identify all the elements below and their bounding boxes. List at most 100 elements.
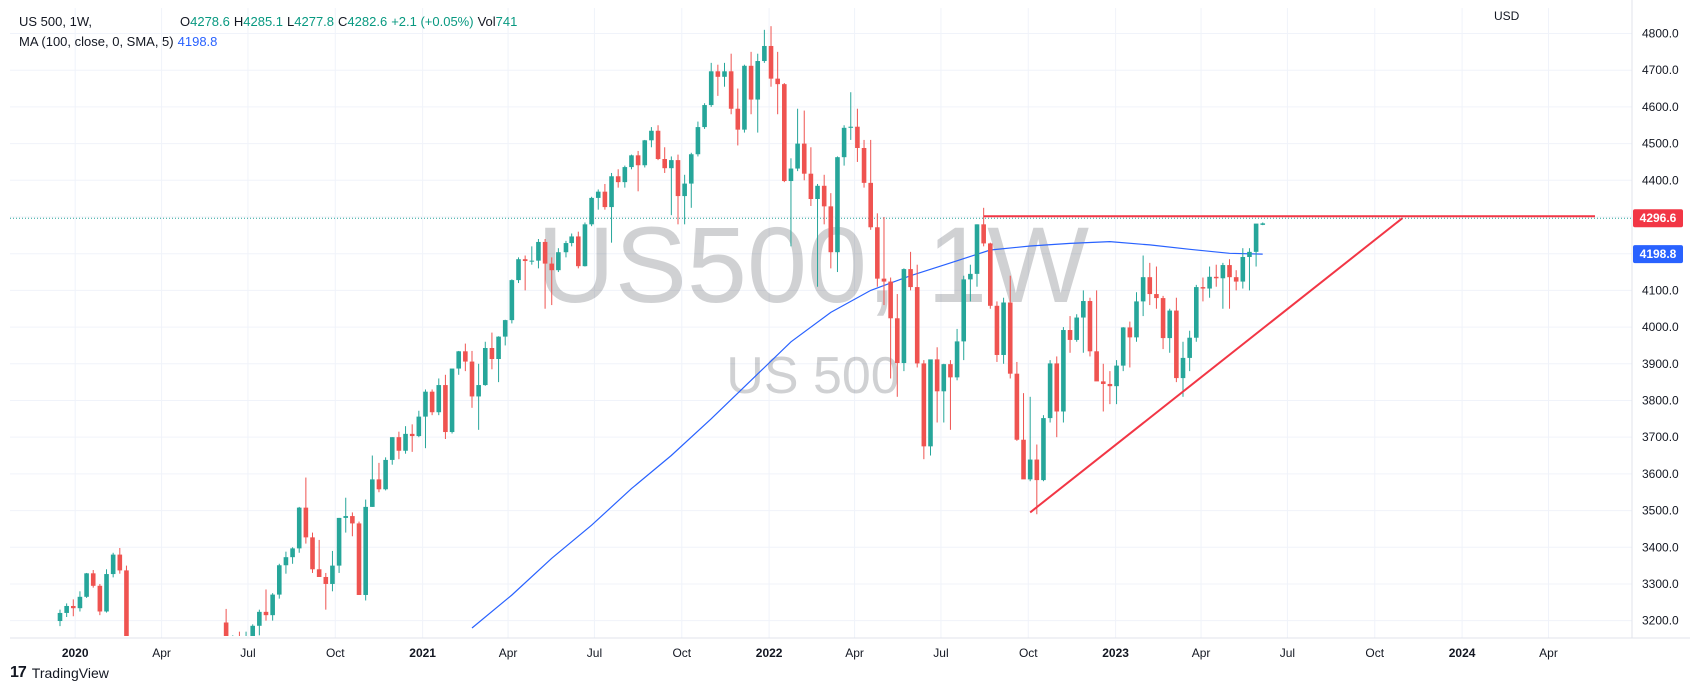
time-tick-label: Apr [1192, 646, 1211, 660]
candle-down [1007, 275, 1013, 379]
candle-down [1067, 316, 1073, 353]
candle-down [1227, 259, 1232, 309]
candle-up [1140, 255, 1146, 317]
candle-up [502, 319, 508, 346]
candle-body [1047, 363, 1053, 419]
ma-price-tag: 4198.8 [1633, 245, 1683, 264]
price-tick-label: 3500.0 [1642, 504, 1679, 518]
moving-average-series [471, 240, 1263, 629]
candle-body [1147, 277, 1153, 295]
candle-body [954, 341, 960, 378]
branding-text: TradingView [31, 665, 109, 681]
candle-body [1134, 301, 1139, 338]
candle-body [688, 154, 694, 184]
candle-up [788, 158, 794, 247]
low-label: L [287, 14, 295, 29]
time-tick-label: Apr [845, 646, 864, 660]
candle-body [363, 506, 368, 595]
candle-body [124, 570, 129, 636]
candle-body [110, 554, 116, 575]
candle-up [84, 572, 89, 598]
candle-body [1120, 327, 1126, 366]
candle-body [1054, 363, 1060, 412]
candle-up [516, 257, 521, 284]
candle-body [941, 364, 947, 392]
candle-up [974, 224, 980, 287]
time-axis[interactable]: 2020 Apr Jul Oct 2021 Apr Jul Oct 2022 Apr Jul Oct 2… [10, 637, 1690, 660]
candle-body [649, 130, 654, 141]
candle-up [708, 62, 714, 107]
trendlines[interactable] [983, 215, 1595, 514]
candle-body [702, 105, 707, 128]
candles-series [57, 26, 1266, 636]
candle-down [888, 277, 893, 379]
candle-up [563, 240, 569, 258]
candle-body [443, 385, 448, 433]
candle-up [835, 156, 840, 273]
candle-body [436, 385, 442, 413]
candle-body [642, 140, 648, 166]
candle-body [602, 191, 608, 208]
candle-body [270, 594, 275, 616]
candle-body [1253, 223, 1259, 252]
candle-down [463, 343, 468, 372]
tradingview-logo-icon: 17 [10, 664, 27, 681]
candle-down [1147, 262, 1153, 306]
candle-down [124, 565, 129, 636]
candle-down [1213, 264, 1219, 287]
candle-down [655, 125, 661, 161]
candle-body [1081, 301, 1086, 318]
branding[interactable]: 17 TradingView [10, 664, 109, 682]
candle-body [801, 143, 807, 174]
candle-body [516, 259, 521, 281]
candle-body [1167, 310, 1173, 339]
candle-up [1260, 222, 1266, 226]
candle-down [921, 360, 927, 460]
candle-body [722, 71, 727, 77]
candle-down [1127, 321, 1133, 368]
candle-down [828, 193, 834, 269]
price-tick-label: 4000.0 [1642, 320, 1679, 334]
candle-up [1253, 223, 1259, 267]
candle-down [310, 532, 315, 573]
candle-body [343, 516, 349, 518]
candle-body [908, 269, 913, 288]
candle-up [110, 552, 116, 578]
candle-body [1041, 418, 1046, 481]
candle-down [97, 583, 103, 616]
candle-body [994, 305, 1000, 355]
candle-body [336, 517, 342, 566]
candle-body [742, 65, 747, 130]
volume-value: 741 [495, 14, 518, 29]
candle-up [642, 139, 648, 168]
candle-body [782, 84, 787, 182]
candle-body [914, 287, 920, 364]
candle-body [875, 227, 880, 279]
price-tick-label: 3700.0 [1642, 430, 1679, 444]
time-tick-label: Apr [499, 646, 518, 660]
candle-down [576, 231, 581, 269]
time-tick-label: Oct [1019, 646, 1038, 660]
price-tag-label: 4198.8 [1640, 247, 1677, 261]
candle-body [609, 176, 614, 208]
candle-up [582, 222, 588, 267]
candle-down [748, 51, 754, 115]
candle-body [57, 612, 63, 622]
candle-up [1041, 415, 1046, 482]
price-tick-label: 3400.0 [1642, 540, 1679, 554]
time-tick-label: 2021 [409, 646, 436, 660]
candle-body [1061, 330, 1066, 412]
symbol-title[interactable]: US 500, 1W, [19, 14, 92, 29]
candle-body [1087, 301, 1093, 352]
candle-up [968, 264, 973, 302]
price-tag-bg [1633, 209, 1683, 228]
ma-indicator-label[interactable]: MA (100, close, 0, SMA, 5) [19, 34, 174, 49]
candle-down [775, 51, 780, 115]
candle-up [589, 196, 594, 227]
candle-up [77, 591, 83, 612]
candle-up [941, 363, 947, 423]
candle-body [1140, 277, 1146, 302]
candle-body [755, 61, 761, 100]
